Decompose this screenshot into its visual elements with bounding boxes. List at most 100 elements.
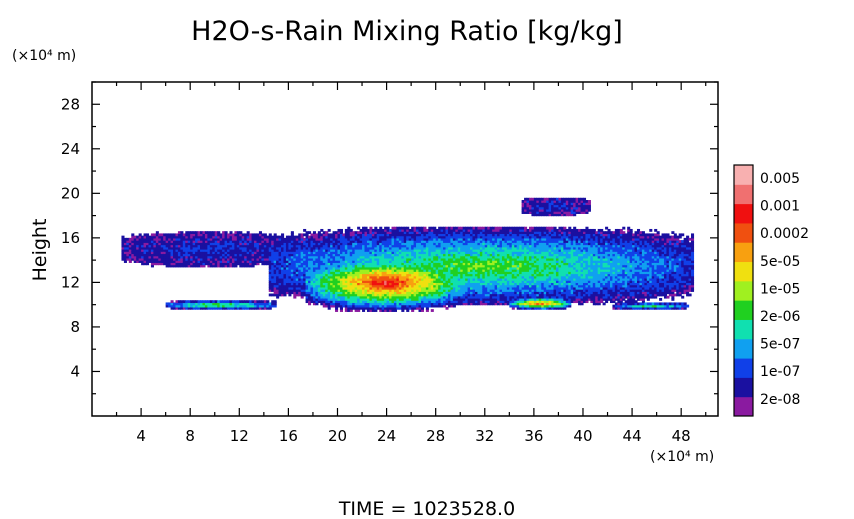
rain-cell (411, 309, 415, 312)
rain-cell (312, 251, 316, 255)
rain-cell (219, 304, 223, 308)
rain-cell (342, 251, 346, 255)
rain-cell (298, 286, 302, 290)
rain-cell (263, 302, 267, 306)
rain-cell (295, 257, 299, 261)
rain-cell (509, 282, 513, 286)
rain-cell (526, 260, 530, 263)
rain-cell (357, 286, 361, 290)
rain-cell (121, 246, 125, 250)
rain-cell (283, 237, 287, 241)
rain-cell (384, 284, 388, 288)
rain-cell (251, 306, 255, 310)
rain-cell (187, 233, 191, 237)
rain-cell (315, 233, 319, 237)
rain-cell (229, 244, 233, 248)
rain-cell (509, 242, 513, 246)
rain-cell (349, 286, 353, 290)
rain-cell (376, 262, 380, 266)
rain-cell (386, 293, 390, 297)
rain-cell (433, 286, 437, 290)
rain-cell (310, 242, 314, 246)
rain-cell (327, 280, 331, 283)
rain-cell (256, 237, 260, 241)
rain-cell (418, 264, 422, 268)
rain-cell (315, 249, 319, 252)
rain-cell (246, 300, 250, 304)
rain-cell (354, 277, 358, 281)
rain-cell (479, 275, 483, 279)
rain-cell (519, 286, 523, 290)
rain-cell (231, 302, 235, 306)
rain-cell (273, 277, 277, 281)
rain-cell (173, 260, 177, 263)
rain-cell (227, 304, 231, 308)
rain-cell (384, 309, 388, 312)
rain-cell (258, 235, 262, 239)
rain-cell (460, 242, 464, 246)
rain-cell (489, 302, 493, 306)
rain-cell (322, 280, 326, 283)
rain-cell (416, 295, 420, 299)
rain-cell (489, 271, 493, 275)
rain-cell (408, 282, 412, 286)
rain-cell (406, 260, 410, 263)
rain-cell (524, 297, 528, 301)
rain-cell (408, 302, 412, 306)
rain-cell (438, 284, 442, 288)
rain-cell (308, 244, 312, 248)
rain-cell (369, 293, 373, 297)
rain-cell (425, 260, 429, 263)
rain-cell (504, 262, 508, 266)
rain-cell (455, 300, 459, 304)
rain-cell (516, 249, 520, 252)
rain-cell (519, 240, 523, 243)
rain-cell (489, 289, 493, 292)
rain-cell (133, 255, 137, 259)
rain-cell (281, 253, 285, 257)
rain-cell (403, 249, 407, 252)
rain-cell (533, 200, 537, 203)
rain-cell (347, 235, 351, 239)
rain-cell (433, 291, 437, 295)
rain-cell (499, 293, 503, 297)
rain-cell (153, 249, 157, 252)
rain-cell (281, 271, 285, 275)
rain-cell (249, 306, 253, 310)
rain-cell (359, 295, 363, 299)
rain-cell (501, 271, 506, 275)
rain-cell (352, 275, 356, 279)
rain-cell (244, 264, 248, 268)
rain-cell (479, 251, 483, 255)
rain-cell (349, 289, 353, 292)
rain-cell (354, 280, 358, 283)
rain-cell (158, 257, 162, 261)
rain-cell (462, 240, 466, 243)
rain-cell (303, 286, 307, 290)
rain-cell (303, 242, 307, 246)
rain-cell (389, 286, 393, 290)
rain-cell (391, 271, 395, 275)
rain-cell (342, 235, 346, 239)
rain-cell (347, 253, 351, 257)
rain-cell (450, 277, 454, 281)
rain-cell (391, 284, 395, 288)
rain-cell (457, 291, 461, 295)
rain-cell (359, 271, 363, 275)
rain-cell (484, 240, 488, 243)
rain-cell (411, 291, 415, 295)
rain-cell (494, 260, 498, 263)
rain-cell (413, 280, 417, 283)
rain-cell (239, 244, 243, 248)
rain-cell (310, 286, 314, 290)
rain-cell (283, 286, 287, 290)
rain-cell (526, 251, 530, 255)
rain-cell (187, 251, 191, 255)
rain-cell (239, 260, 243, 263)
rain-cell (214, 253, 218, 257)
rain-cell (256, 255, 260, 259)
rain-cell (182, 235, 186, 239)
rain-cell (190, 257, 194, 261)
rain-cell (465, 255, 469, 259)
rain-cell (180, 240, 184, 243)
